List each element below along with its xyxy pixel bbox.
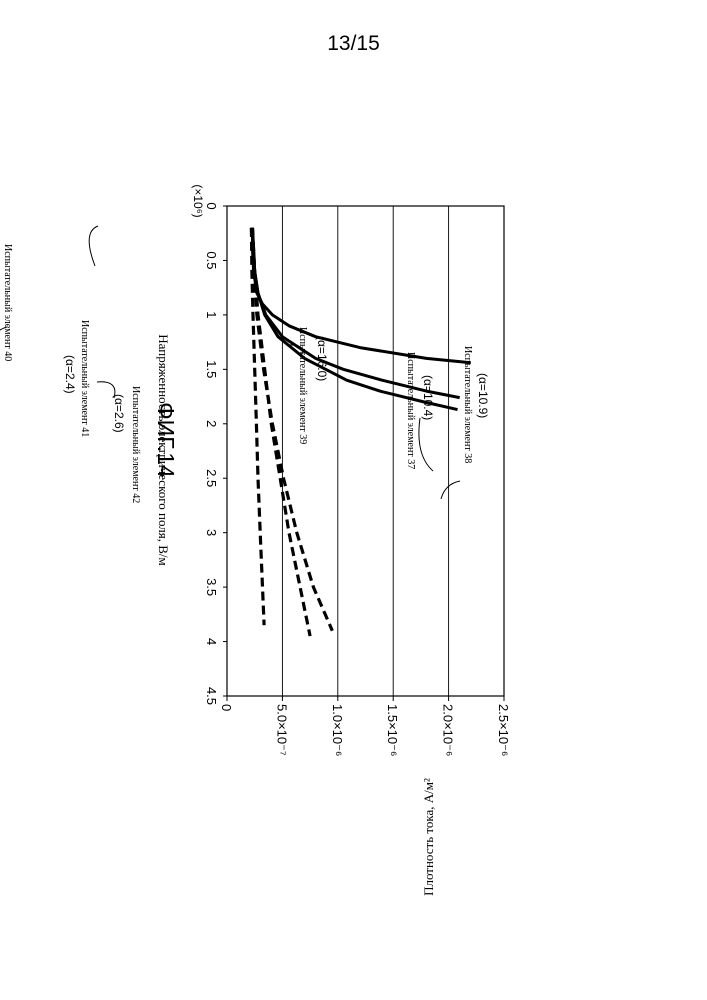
series-alpha-label: (α=16.0) [315,336,329,381]
series-leader-line [441,481,460,499]
y-tick-label: 5.0×10⁻⁷ [274,704,289,756]
series-leader-line [89,226,98,266]
y-tick-label: 1.5×10⁻⁶ [385,704,400,756]
x-tick-label: 2.5 [204,469,219,487]
series-name-label: Испытательный элемент 41 [79,320,90,437]
x-tick-label: 3.5 [204,578,219,596]
series-alpha-label: (α=10.4) [421,375,435,420]
x-tick-label: 1.5 [204,360,219,378]
y-axis-label: Плотность тока, А/м² [421,778,436,896]
series-alpha-label: (α=2.4) [63,355,77,394]
y-tick-label: 0 [219,704,234,711]
x-tick-label: 4.5 [204,687,219,705]
series-leader-line [419,418,433,471]
x-tick-label: 0.5 [204,251,219,269]
x-tick-label: 2 [204,420,219,427]
series-line [253,228,460,398]
x-axis-label: Напряженность электрического поля, В/м [156,334,171,566]
y-tick-label: 1.0×10⁻⁶ [330,704,345,756]
series-name-label: Испытательный элемент 39 [297,327,308,444]
x-tick-label: 4 [204,638,219,645]
y-tick-label: 2.5×10⁻⁶ [496,704,511,756]
x-tick-label: 0 [204,202,219,209]
series-line [251,228,332,631]
x-multiplier-label: (×10⁶) [191,184,205,217]
series-name-label: Испытательный элемент 40 [2,244,13,361]
series-name-label: Испытательный элемент 42 [130,386,141,503]
plot-area: 0 5.0×10⁻⁷ 1.0×10⁻⁶ 1.5×10⁻⁶ 2.0×10⁻⁶ 2.5×10⁻… [0,184,511,896]
series-name-label: Испытательный элемент 37 [405,352,416,469]
series-name-label: Испытательный элемент 38 [462,346,473,463]
x-tick-label: 1 [204,311,219,318]
y-tick-label: 2.0×10⁻⁶ [441,704,456,756]
series-alpha-label: (α=10.9) [476,373,490,418]
series-alpha-label: (α=2.6) [112,394,126,433]
x-tick-label: 3 [204,529,219,536]
